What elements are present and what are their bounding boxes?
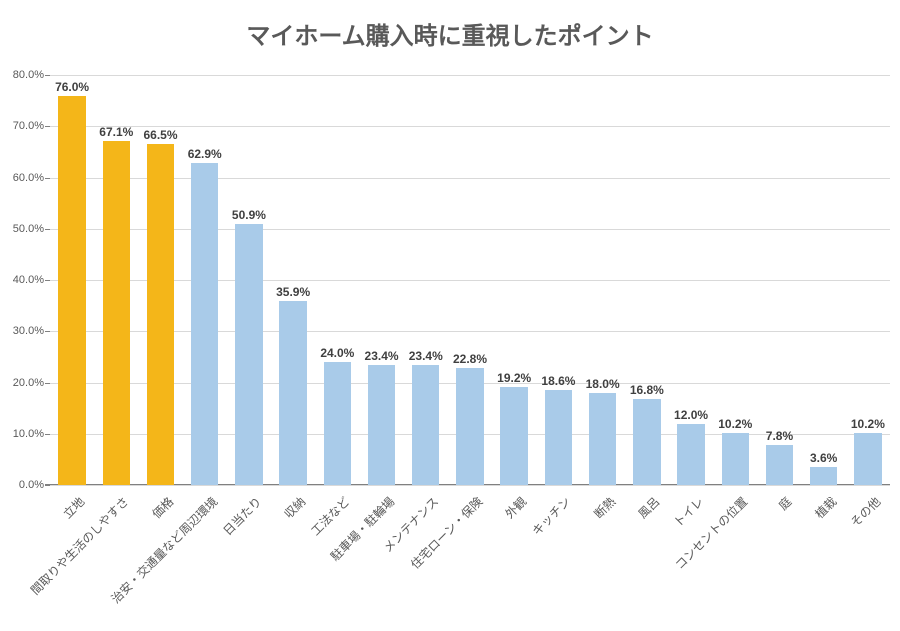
bar: [810, 467, 837, 485]
bar: [368, 365, 395, 485]
x-tick-label: 日当たり: [219, 493, 265, 539]
bar-value-label: 24.0%: [320, 346, 354, 360]
bar-value-label: 12.0%: [674, 408, 708, 422]
bar-slot: 50.9%: [227, 75, 271, 485]
bar-value-label: 67.1%: [99, 125, 133, 139]
bar-value-label: 35.9%: [276, 285, 310, 299]
bar: [589, 393, 616, 485]
y-tick-label: 80.0%: [0, 69, 44, 81]
bar: [412, 365, 439, 485]
x-tick-label: キッチン: [528, 493, 574, 539]
chart-container: マイホーム購入時に重視したポイント 76.0% 67.1% 66.5% 62.9% 50…: [0, 0, 900, 631]
x-tick-label: その他: [846, 493, 883, 530]
bar: [103, 141, 130, 485]
y-tick-label: 50.0%: [0, 223, 44, 235]
y-tick-label: 20.0%: [0, 377, 44, 389]
bar-value-label: 18.0%: [586, 377, 620, 391]
bars: 76.0% 67.1% 66.5% 62.9% 50.9% 35.9% 24.0% 23.4%…: [50, 75, 890, 485]
bar: [324, 362, 351, 485]
x-tick-label: 立地: [59, 493, 88, 522]
bar: [500, 387, 527, 485]
x-tick-label: 価格: [148, 493, 177, 522]
bar-slot: 66.5%: [138, 75, 182, 485]
bar-value-label: 23.4%: [409, 349, 443, 363]
bar-value-label: 10.2%: [851, 417, 885, 431]
bar-value-label: 76.0%: [55, 80, 89, 94]
bar-slot: 24.0%: [315, 75, 359, 485]
chart-title: マイホーム購入時に重視したポイント: [0, 16, 900, 51]
bar-slot: 7.8%: [757, 75, 801, 485]
bar-value-label: 50.9%: [232, 208, 266, 222]
bar: [633, 399, 660, 485]
bar: [58, 96, 85, 486]
x-tick-label: 外観: [501, 493, 530, 522]
y-axis: 0.0%10.0%20.0%30.0%40.0%50.0%60.0%70.0%8…: [0, 75, 50, 485]
y-tick-mark: [45, 485, 50, 486]
bar-slot: 18.0%: [581, 75, 625, 485]
plot-area: 76.0% 67.1% 66.5% 62.9% 50.9% 35.9% 24.0% 23.4%…: [50, 75, 890, 485]
bar-value-label: 62.9%: [188, 147, 222, 161]
bar-slot: 3.6%: [802, 75, 846, 485]
bar: [456, 368, 483, 485]
bar-slot: 35.9%: [271, 75, 315, 485]
bar-slot: 62.9%: [183, 75, 227, 485]
y-tick-label: 10.0%: [0, 428, 44, 440]
bar-slot: 67.1%: [94, 75, 138, 485]
x-tick-label: 植栽: [811, 493, 840, 522]
bar-value-label: 3.6%: [810, 451, 837, 465]
bar-slot: 22.8%: [448, 75, 492, 485]
y-tick-label: 60.0%: [0, 172, 44, 184]
y-tick-label: 40.0%: [0, 274, 44, 286]
x-axis-labels: 立地間取りや生活のしやすさ価格治安・交通量など周辺環境日当たり収納工法など駐車場…: [50, 493, 890, 631]
y-tick-label: 0.0%: [0, 479, 44, 491]
bar-value-label: 66.5%: [143, 128, 177, 142]
bar-slot: 10.2%: [713, 75, 757, 485]
bar-value-label: 10.2%: [718, 417, 752, 431]
bar: [677, 424, 704, 486]
bar-slot: 19.2%: [492, 75, 536, 485]
x-tick-label: 庭: [775, 493, 796, 514]
x-tick-label: 断熱: [590, 493, 619, 522]
bar-slot: 18.6%: [536, 75, 580, 485]
bar-slot: 16.8%: [625, 75, 669, 485]
bar-slot: 10.2%: [846, 75, 890, 485]
bar: [191, 163, 218, 485]
x-tick-label: トイレ: [670, 493, 707, 530]
x-tick-label: 風呂: [634, 493, 663, 522]
bar-slot: 76.0%: [50, 75, 94, 485]
bar: [279, 301, 306, 485]
bar: [147, 144, 174, 485]
bar: [766, 445, 793, 485]
bar: [722, 433, 749, 485]
bar-slot: 12.0%: [669, 75, 713, 485]
bar: [235, 224, 262, 485]
y-tick-label: 70.0%: [0, 120, 44, 132]
bar-slot: 23.4%: [359, 75, 403, 485]
bar-value-label: 22.8%: [453, 352, 487, 366]
bar-value-label: 23.4%: [365, 349, 399, 363]
y-tick-label: 30.0%: [0, 325, 44, 337]
bar-slot: 23.4%: [404, 75, 448, 485]
bar-value-label: 19.2%: [497, 371, 531, 385]
bar: [545, 390, 572, 485]
bar-value-label: 16.8%: [630, 383, 664, 397]
bar: [854, 433, 881, 485]
bar-value-label: 7.8%: [766, 429, 793, 443]
gridline: [50, 485, 890, 486]
x-tick-label: 収納: [280, 493, 309, 522]
bar-value-label: 18.6%: [541, 374, 575, 388]
